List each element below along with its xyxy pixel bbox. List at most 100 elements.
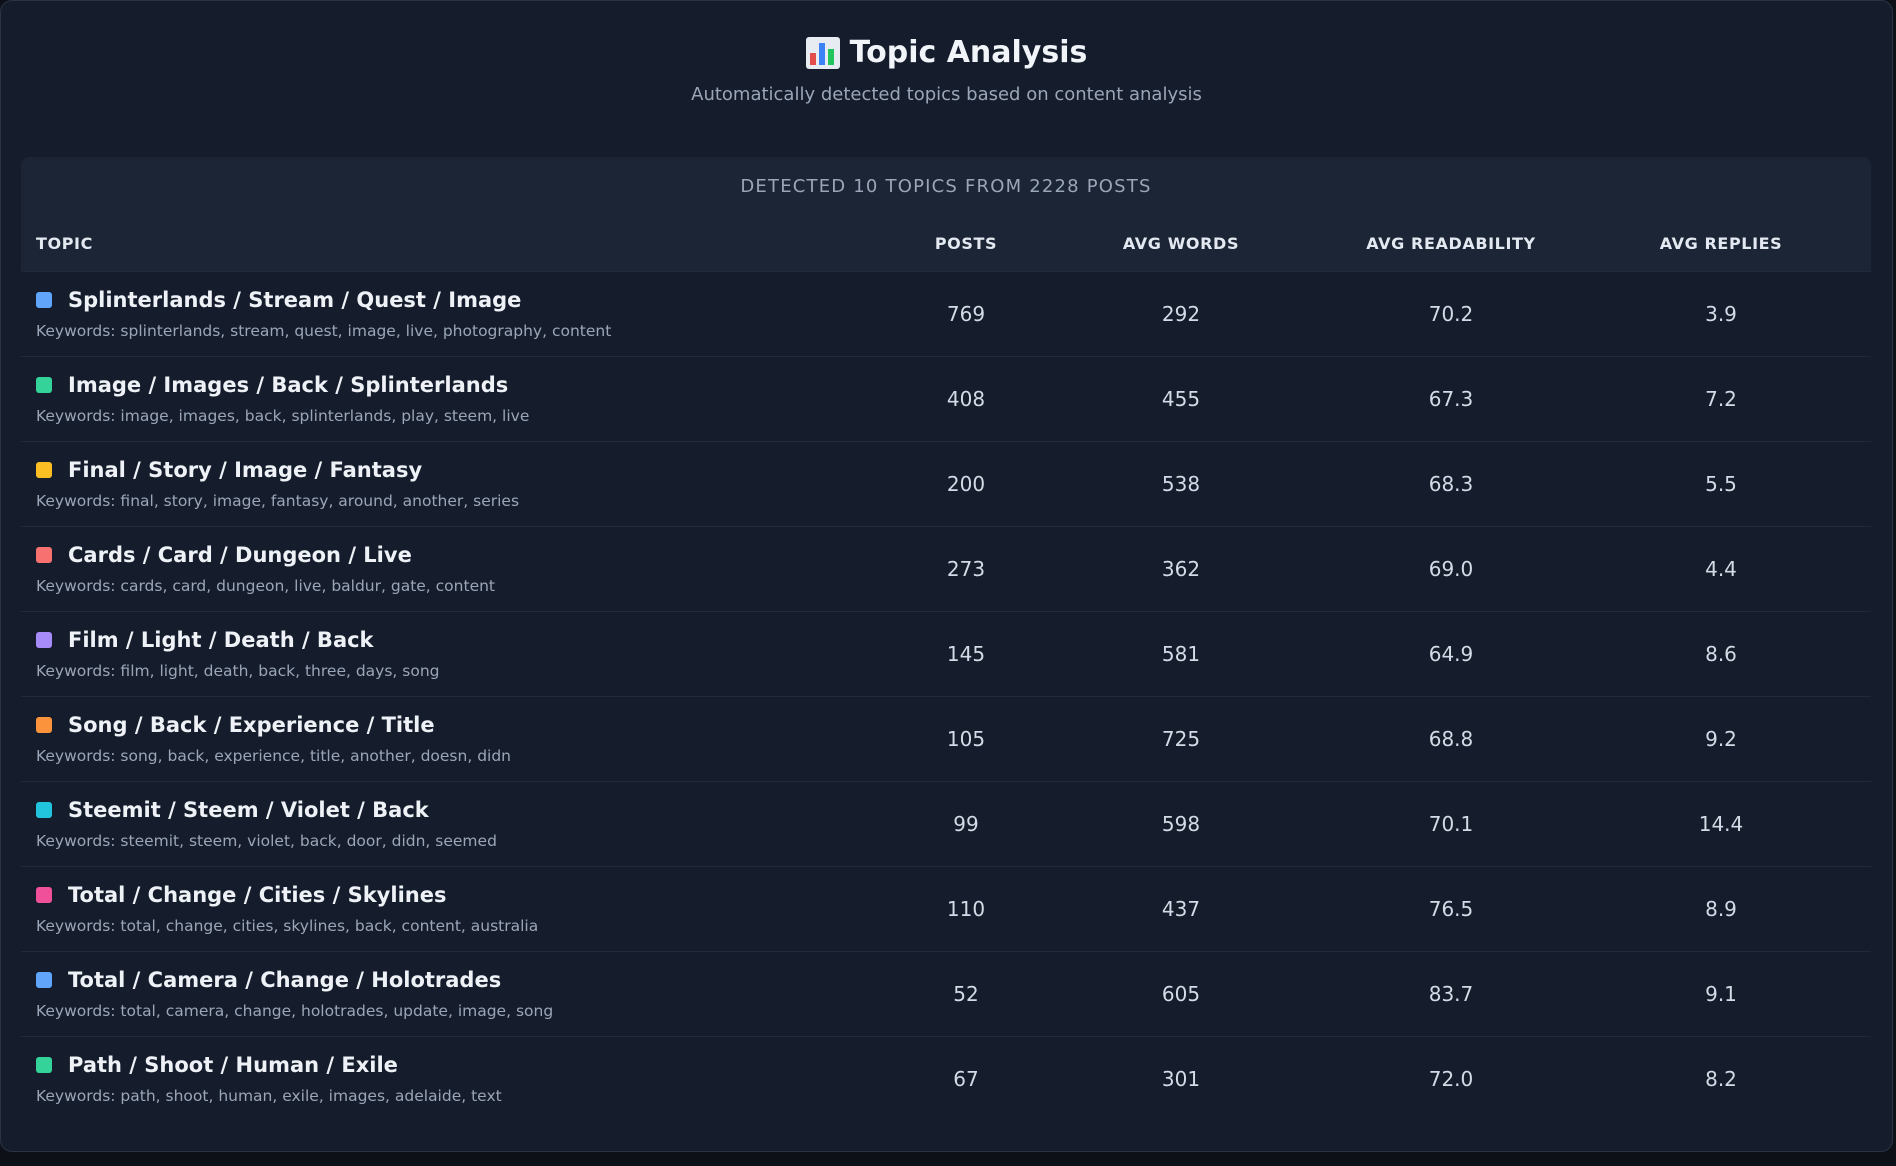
column-header-avg-words: AVG WORDS [1122,233,1240,253]
posts-cell: 145 [946,642,986,666]
table-row: Song / Back / Experience / Title Keyword… [21,696,1871,781]
topic-keywords: Keywords: steemit, steem, violet, back, … [36,832,497,850]
topic-keywords: Keywords: splinterlands, stream, quest, … [36,322,612,340]
avg-readability-cell: 68.3 [1428,472,1474,496]
topic-cell: Final / Story / Image / Fantasy Keywords… [21,458,911,510]
table-row: Steemit / Steem / Violet / Back Keywords… [21,781,1871,866]
topic-name: Song / Back / Experience / Title [68,713,435,737]
topic-keywords: Keywords: film, light, death, back, thre… [36,662,440,680]
topic-name: Splinterlands / Stream / Quest / Image [68,288,522,312]
topic-keywords: Keywords: image, images, back, splinterl… [36,407,530,425]
avg-readability-cell: 70.1 [1428,812,1474,836]
topic-name: Final / Story / Image / Fantasy [68,458,423,482]
table-row: Cards / Card / Dungeon / Live Keywords: … [21,526,1871,611]
posts-cell: 110 [946,897,986,921]
topics-table: DETECTED 10 TOPICS FROM 2228 POSTS TOPIC… [21,157,1871,1121]
table-body: Splinterlands / Stream / Quest / Image K… [21,271,1871,1121]
topic-color-swatch [36,547,52,563]
posts-cell: 408 [946,387,986,411]
avg-replies-cell: 3.9 [1705,302,1737,326]
topic-name: Total / Camera / Change / Holotrades [68,968,502,992]
bar-chart-icon [805,36,840,69]
avg-words-cell: 292 [1161,302,1201,326]
topic-cell: Film / Light / Death / Back Keywords: fi… [21,628,911,680]
topic-color-swatch [36,972,52,988]
posts-cell: 769 [946,302,986,326]
header: Topic Analysis Automatically detected to… [1,35,1892,105]
avg-replies-cell: 14.4 [1698,812,1744,836]
topic-keywords: Keywords: total, camera, change, holotra… [36,1002,554,1020]
column-header-posts: POSTS [934,233,998,253]
posts-cell: 52 [953,982,979,1006]
avg-words-cell: 581 [1161,642,1201,666]
avg-readability-cell: 68.8 [1428,727,1474,751]
topic-cell: Total / Change / Cities / Skylines Keywo… [21,883,911,935]
posts-cell: 99 [953,812,979,836]
page-subtitle: Automatically detected topics based on c… [691,84,1202,105]
avg-words-cell: 437 [1161,897,1201,921]
topic-color-swatch [36,1057,52,1073]
topic-color-swatch [36,802,52,818]
topic-keywords: Keywords: song, back, experience, title,… [36,747,511,765]
avg-readability-cell: 67.3 [1428,387,1474,411]
avg-words-cell: 455 [1161,387,1201,411]
avg-replies-cell: 9.2 [1705,727,1737,751]
page-title-text: Topic Analysis [849,35,1088,70]
topic-color-swatch [36,887,52,903]
avg-words-cell: 301 [1161,1067,1201,1091]
topic-keywords: Keywords: total, change, cities, skyline… [36,917,539,935]
avg-readability-cell: 83.7 [1428,982,1474,1006]
topic-keywords: Keywords: final, story, image, fantasy, … [36,492,520,510]
column-header-avg-readability: AVG READABILITY [1366,233,1536,253]
topic-color-swatch [36,462,52,478]
topic-color-swatch [36,292,52,308]
topic-color-swatch [36,717,52,733]
topic-name: Image / Images / Back / Splinterlands [68,373,509,397]
table-row: Path / Shoot / Human / Exile Keywords: p… [21,1036,1871,1121]
table-row: Film / Light / Death / Back Keywords: fi… [21,611,1871,696]
topic-cell: Total / Camera / Change / Holotrades Key… [21,968,911,1020]
topic-name: Film / Light / Death / Back [68,628,374,652]
table-row: Splinterlands / Stream / Quest / Image K… [21,271,1871,356]
table-row: Total / Camera / Change / Holotrades Key… [21,951,1871,1036]
avg-replies-cell: 4.4 [1705,557,1737,581]
topic-cell: Path / Shoot / Human / Exile Keywords: p… [21,1053,911,1105]
avg-replies-cell: 7.2 [1705,387,1737,411]
topic-keywords: Keywords: path, shoot, human, exile, ima… [36,1087,502,1105]
topic-cell: Cards / Card / Dungeon / Live Keywords: … [21,543,911,595]
page-title: Topic Analysis [805,35,1088,70]
topics-summary: DETECTED 10 TOPICS FROM 2228 POSTS [740,176,1152,197]
posts-cell: 200 [946,472,986,496]
avg-readability-cell: 69.0 [1428,557,1474,581]
avg-replies-cell: 8.9 [1705,897,1737,921]
table-row: Total / Change / Cities / Skylines Keywo… [21,866,1871,951]
avg-words-cell: 538 [1161,472,1201,496]
table-row: Image / Images / Back / Splinterlands Ke… [21,356,1871,441]
avg-words-cell: 605 [1161,982,1201,1006]
topic-cell: Image / Images / Back / Splinterlands Ke… [21,373,911,425]
avg-replies-cell: 8.6 [1705,642,1737,666]
avg-words-cell: 362 [1161,557,1201,581]
topic-keywords: Keywords: cards, card, dungeon, live, ba… [36,577,496,595]
topic-name: Steemit / Steem / Violet / Back [68,798,429,822]
column-header-avg-replies: AVG REPLIES [1659,233,1783,253]
posts-cell: 273 [946,557,986,581]
avg-readability-cell: 64.9 [1428,642,1474,666]
avg-words-cell: 598 [1161,812,1201,836]
column-header-topic: TOPIC [36,233,93,253]
table-header: TOPIC POSTS AVG WORDS AVG READABILITY AV… [21,215,1871,271]
avg-replies-cell: 9.1 [1705,982,1737,1006]
avg-readability-cell: 76.5 [1428,897,1474,921]
topic-cell: Steemit / Steem / Violet / Back Keywords… [21,798,911,850]
topic-color-swatch [36,632,52,648]
topic-name: Cards / Card / Dungeon / Live [68,543,412,567]
avg-replies-cell: 8.2 [1705,1067,1737,1091]
posts-cell: 67 [953,1067,979,1091]
avg-replies-cell: 5.5 [1705,472,1737,496]
avg-readability-cell: 72.0 [1428,1067,1474,1091]
topic-color-swatch [36,377,52,393]
avg-words-cell: 725 [1161,727,1201,751]
topic-name: Path / Shoot / Human / Exile [68,1053,398,1077]
table-row: Final / Story / Image / Fantasy Keywords… [21,441,1871,526]
